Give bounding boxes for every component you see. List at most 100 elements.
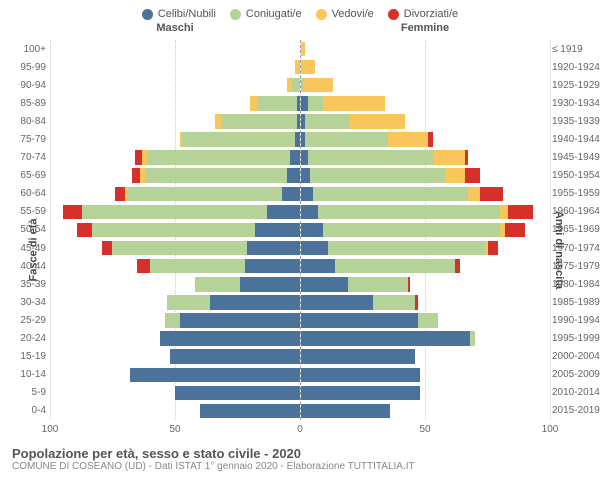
birth-label: 1995-1999 bbox=[552, 333, 600, 344]
bar-segment bbox=[63, 205, 83, 219]
bar-segment bbox=[250, 96, 257, 110]
female-bar bbox=[300, 132, 551, 146]
female-bar bbox=[300, 78, 551, 92]
bar-segment bbox=[323, 96, 385, 110]
bar-segment bbox=[137, 259, 149, 273]
birth-label: 1960-1964 bbox=[552, 206, 600, 217]
x-tick: 50 bbox=[169, 424, 180, 435]
birth-label: 1925-1929 bbox=[552, 80, 600, 91]
legend-swatch bbox=[388, 9, 399, 20]
bar-segment bbox=[182, 132, 294, 146]
bar-segment bbox=[175, 386, 300, 400]
birth-label: 1955-1959 bbox=[552, 188, 600, 199]
birth-label: 1930-1934 bbox=[552, 98, 600, 109]
age-label: 45-49 bbox=[10, 243, 46, 254]
birth-label: 1970-1974 bbox=[552, 243, 600, 254]
bar-segment bbox=[222, 114, 297, 128]
bar-segment bbox=[468, 187, 480, 201]
legend-label: Celibi/Nubili bbox=[158, 8, 216, 20]
bar-segment bbox=[200, 404, 300, 418]
bar-segment bbox=[130, 368, 300, 382]
male-bar bbox=[50, 295, 300, 309]
bar-segment bbox=[301, 368, 421, 382]
bar-segment bbox=[301, 386, 421, 400]
male-bar bbox=[50, 168, 300, 182]
female-bar bbox=[300, 313, 551, 327]
bar-segment bbox=[135, 150, 142, 164]
bar-segment bbox=[240, 277, 300, 291]
bar-segment bbox=[433, 150, 465, 164]
female-label: Femmine bbox=[300, 22, 550, 34]
legend-item: Divorziati/e bbox=[388, 8, 458, 20]
age-label: 90-94 bbox=[10, 80, 46, 91]
age-row: 0-42015-2019 bbox=[50, 402, 550, 420]
bar-segment bbox=[145, 168, 287, 182]
bar-segment bbox=[301, 187, 313, 201]
legend-swatch bbox=[142, 9, 153, 20]
female-bar bbox=[300, 386, 551, 400]
bar-segment bbox=[500, 205, 507, 219]
bar-segment bbox=[350, 114, 405, 128]
x-tick: 100 bbox=[42, 424, 59, 435]
female-bar bbox=[300, 368, 551, 382]
male-bar bbox=[50, 223, 300, 237]
age-row: 15-192000-2004 bbox=[50, 348, 550, 366]
bar-segment bbox=[301, 168, 311, 182]
bar-segment bbox=[301, 277, 348, 291]
bar-segment bbox=[287, 168, 299, 182]
male-bar bbox=[50, 114, 300, 128]
age-row: 95-991920-1924 bbox=[50, 58, 550, 76]
bar-segment bbox=[301, 349, 416, 363]
bar-segment bbox=[348, 277, 408, 291]
bar-segment bbox=[445, 168, 465, 182]
female-bar bbox=[300, 96, 551, 110]
age-row: 55-591960-1964 bbox=[50, 203, 550, 221]
bar-segment bbox=[150, 259, 245, 273]
age-row: 40-441975-1979 bbox=[50, 257, 550, 275]
x-tick: 50 bbox=[419, 424, 430, 435]
male-bar bbox=[50, 349, 300, 363]
bar-segment bbox=[167, 295, 209, 309]
bar-segment bbox=[247, 241, 299, 255]
bar-segment bbox=[301, 223, 323, 237]
age-label: 20-24 bbox=[10, 333, 46, 344]
birth-label: 1945-1949 bbox=[552, 152, 600, 163]
bar-segment bbox=[301, 313, 418, 327]
age-label: 85-89 bbox=[10, 98, 46, 109]
male-label: Maschi bbox=[50, 22, 300, 34]
bar-segment bbox=[318, 205, 500, 219]
chart-title: Popolazione per età, sesso e stato civil… bbox=[12, 446, 588, 461]
bar-segment bbox=[82, 205, 267, 219]
bar-segment bbox=[480, 187, 502, 201]
bar-segment bbox=[505, 223, 525, 237]
bar-segment bbox=[388, 132, 428, 146]
male-bar bbox=[50, 150, 300, 164]
age-row: 10-142005-2009 bbox=[50, 366, 550, 384]
age-row: 5-92010-2014 bbox=[50, 384, 550, 402]
female-bar bbox=[300, 187, 551, 201]
bar-segment bbox=[455, 259, 460, 273]
bar-segment bbox=[373, 295, 415, 309]
bar-segment bbox=[335, 259, 455, 273]
grid-line bbox=[550, 40, 551, 420]
birth-label: 2010-2014 bbox=[552, 387, 600, 398]
age-row: 45-491970-1974 bbox=[50, 239, 550, 257]
male-bar bbox=[50, 259, 300, 273]
female-bar bbox=[300, 277, 551, 291]
female-bar bbox=[300, 60, 551, 74]
male-bar bbox=[50, 277, 300, 291]
birth-label: 1990-1994 bbox=[552, 315, 600, 326]
birth-label: ≤ 1919 bbox=[552, 44, 600, 55]
age-row: 65-691950-1954 bbox=[50, 167, 550, 185]
bar-segment bbox=[418, 313, 438, 327]
bar-segment bbox=[323, 223, 500, 237]
female-bar bbox=[300, 331, 551, 345]
age-label: 35-39 bbox=[10, 279, 46, 290]
bar-segment bbox=[301, 404, 391, 418]
birth-label: 1965-1969 bbox=[552, 224, 600, 235]
bar-segment bbox=[305, 132, 387, 146]
male-bar bbox=[50, 404, 300, 418]
age-label: 80-84 bbox=[10, 116, 46, 127]
age-label: 15-19 bbox=[10, 351, 46, 362]
bar-segment bbox=[267, 205, 299, 219]
